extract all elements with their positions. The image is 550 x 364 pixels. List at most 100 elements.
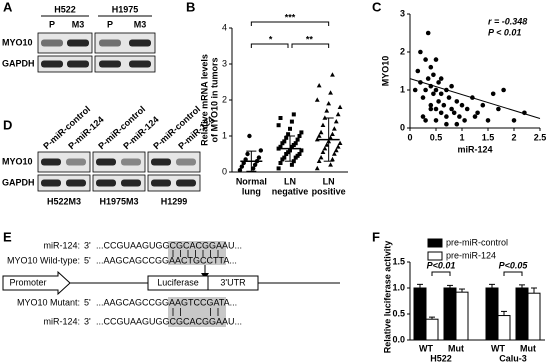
y-tick-label: 4 (222, 22, 227, 32)
y-tick-label: 3 (222, 58, 227, 68)
band (41, 39, 63, 47)
cell-line: H522M3 (47, 196, 81, 206)
dot (331, 151, 337, 156)
group-label: H522 (430, 353, 452, 363)
y-tick-label: 0.5 (392, 308, 405, 318)
lane-label: M3 (72, 19, 85, 29)
x-tick-label: WT (491, 343, 505, 353)
point (462, 118, 467, 123)
x-tick-label: Mut (448, 343, 464, 353)
dot (293, 141, 298, 146)
dot (328, 135, 333, 140)
cell-line: H1975M3 (99, 196, 138, 206)
bar (485, 287, 499, 341)
seq-name: MYO10 Mutant: (17, 297, 80, 307)
point (444, 114, 449, 119)
point (449, 106, 454, 112)
point (501, 87, 506, 93)
seq-name: miR-124: (43, 240, 80, 250)
stat-annotation: r = -0.348 (488, 16, 527, 26)
dot (299, 130, 304, 135)
band (129, 60, 151, 68)
point (436, 80, 441, 85)
band (96, 158, 116, 166)
x-tick-label: 1.5 (482, 132, 495, 142)
point (423, 57, 428, 62)
dot (252, 162, 258, 167)
bar (443, 287, 457, 341)
lane-label: P (49, 19, 55, 29)
point (457, 114, 462, 119)
significance: *** (285, 12, 296, 22)
sequence: ...CCGUAAGUGGCGCACGGAAU... (96, 240, 242, 250)
dot (316, 158, 322, 163)
point (428, 102, 434, 108)
blot-frame (92, 151, 146, 173)
dot (314, 165, 320, 171)
dot (330, 72, 335, 77)
point (428, 106, 434, 112)
bar (413, 287, 427, 341)
y-tick-label: 0 (400, 122, 405, 132)
band (151, 158, 171, 166)
seq-name: miR-124: (43, 316, 80, 326)
dot (278, 144, 283, 149)
dot (333, 147, 339, 153)
dot (337, 140, 343, 145)
dot (331, 126, 337, 131)
x-tick-label: Mut (520, 343, 536, 353)
dot (330, 156, 335, 162)
dot (314, 97, 320, 102)
point (433, 106, 439, 112)
dot (322, 146, 328, 151)
x-tick-label: 0 (407, 132, 412, 142)
band (67, 60, 89, 68)
point (472, 114, 478, 119)
point (418, 49, 423, 55)
cell-line: H1299 (161, 196, 188, 206)
dot (297, 152, 302, 156)
stat-annotation: P < 0.01 (488, 27, 521, 37)
band (41, 60, 63, 68)
blot-frame (37, 151, 91, 173)
dot (316, 83, 322, 88)
dot (318, 155, 324, 160)
band (99, 39, 121, 47)
point (496, 106, 501, 112)
x-tick-label: 2.5 (534, 132, 547, 142)
seq-name: MYO10 Wild-type: (7, 255, 80, 265)
row-label: GAPDH (2, 58, 35, 68)
point (444, 121, 449, 127)
x-tick-label: 1 (459, 132, 464, 142)
dot (337, 104, 343, 109)
lane-label: M3 (134, 19, 147, 29)
y-axis-label: Relative luciferase activity (382, 241, 392, 354)
dot (297, 134, 302, 138)
point (425, 30, 431, 36)
bar (497, 315, 511, 341)
strand: 3' (84, 316, 91, 326)
y-tick-label: 0.0 (392, 334, 405, 344)
bar (515, 287, 529, 341)
dot (282, 139, 287, 144)
bracket (431, 271, 451, 276)
x-tick-label: 2 (511, 132, 516, 142)
bracket (250, 43, 289, 48)
seed-highlight (168, 241, 226, 265)
point (433, 57, 439, 62)
point (454, 121, 460, 127)
dot (276, 123, 281, 128)
significance: * (269, 34, 273, 44)
y-tick-label: 0 (222, 166, 227, 176)
significance: P<0.01 (427, 260, 456, 270)
point (438, 110, 444, 116)
point (451, 110, 457, 116)
legend-label: pre-miR-control (446, 237, 508, 247)
x-tick-label: negative (272, 186, 309, 196)
point (412, 87, 418, 93)
point (454, 99, 460, 104)
dot (320, 122, 326, 127)
dot (299, 148, 304, 153)
row-label: MYO10 (2, 37, 33, 47)
cell-line: H522 (54, 4, 76, 14)
